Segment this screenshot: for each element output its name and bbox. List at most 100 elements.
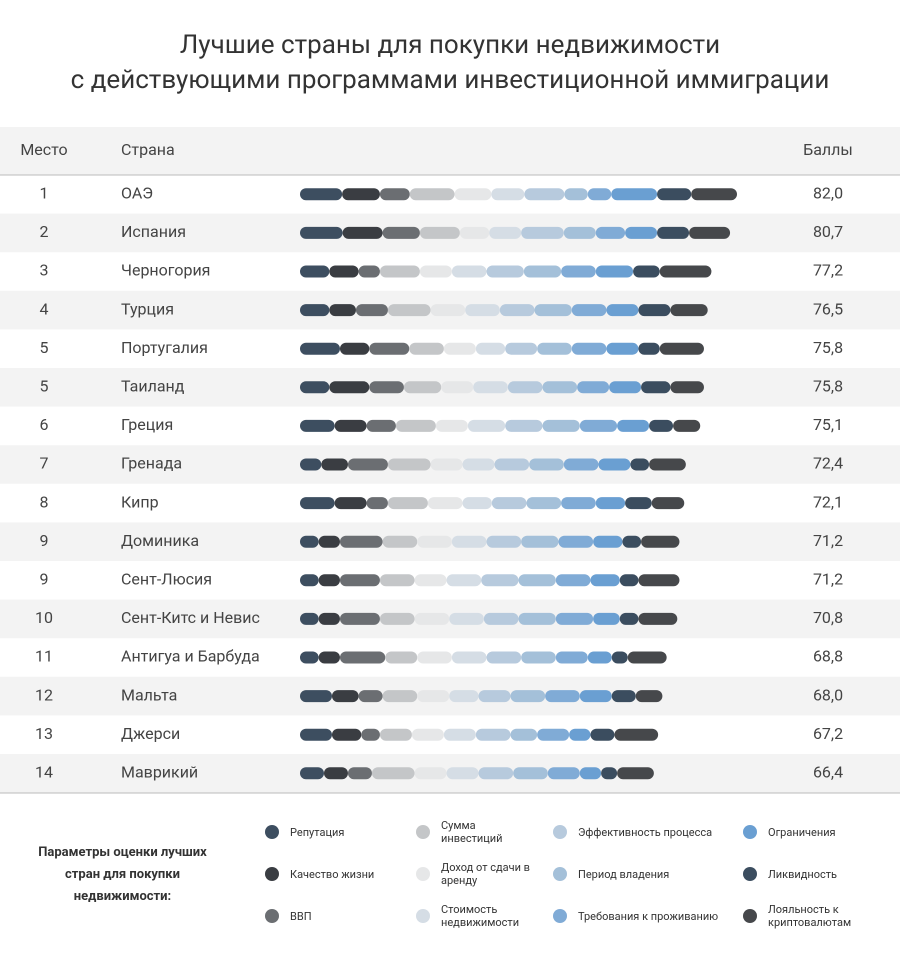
bar-segment (555, 651, 588, 664)
bar-segment (526, 497, 562, 510)
bar-segment (321, 458, 348, 471)
bar-segment (691, 188, 737, 201)
bar-segment (635, 690, 663, 703)
legend-swatch (416, 867, 430, 881)
bar-segment (529, 458, 564, 471)
bar-segment (339, 342, 370, 355)
bar-segment (387, 497, 428, 510)
bar-segment (473, 381, 508, 394)
bar-segment (638, 342, 660, 355)
bar-segment (513, 767, 548, 780)
bar-segment (507, 381, 543, 394)
bar-segment (318, 535, 340, 548)
bar-segment (489, 226, 522, 239)
title: Лучшие страны для покупки недвижимости (180, 30, 720, 60)
bar-segment (459, 226, 490, 239)
score: 82,0 (813, 184, 843, 203)
bar-segment (590, 728, 615, 741)
bar-segment (689, 226, 731, 239)
bar-segment (505, 419, 543, 432)
bar-segment (657, 188, 692, 201)
bar-segment (651, 497, 685, 510)
bar-segment (670, 381, 704, 394)
rank: 6 (40, 415, 49, 434)
bar-segment (491, 188, 525, 201)
country: ОАЭ (121, 184, 153, 203)
bar-segment (379, 574, 415, 587)
legend-swatch (265, 909, 279, 923)
country: Сент-Люсия (121, 570, 212, 589)
bar-segment (587, 651, 612, 664)
bar-segment (300, 342, 340, 355)
bar-segment (334, 497, 367, 510)
bar-segment (451, 265, 487, 278)
bar-segment (510, 728, 538, 741)
bar-segment (414, 767, 447, 780)
bar-segment (417, 651, 452, 664)
bar-segment (542, 419, 580, 432)
bar-segment (614, 728, 659, 741)
bar-segment (478, 767, 514, 780)
bar-segment (462, 497, 492, 510)
legend-swatch (553, 909, 567, 923)
bar-segment (521, 535, 559, 548)
bar-segment (329, 304, 356, 317)
bar-segment (483, 612, 519, 625)
bar-segment (579, 419, 618, 432)
legend-label: Репутация (290, 825, 345, 839)
score: 68,8 (813, 647, 843, 666)
country: Таиланд (121, 377, 185, 396)
bar-segment (673, 419, 701, 432)
bar-segment (571, 304, 607, 317)
country: Испания (121, 222, 186, 241)
header: Страна (121, 140, 175, 159)
bar-segment (300, 304, 330, 317)
bar-segment (419, 265, 452, 278)
bar-segment (451, 651, 487, 664)
score: 75,8 (813, 338, 843, 357)
rank: 14 (35, 763, 53, 782)
bar-segment (358, 690, 383, 703)
bar-segment (347, 767, 372, 780)
bar-segment (633, 265, 660, 278)
bar-segment (537, 728, 570, 741)
bar-segment (339, 535, 383, 548)
country: Гренада (121, 454, 182, 473)
score: 71,2 (813, 570, 843, 589)
score: 80,7 (813, 222, 843, 241)
bar-segment (366, 419, 396, 432)
bar-segment (545, 690, 580, 703)
bar-segment (465, 304, 500, 317)
bar-segment (510, 690, 546, 703)
score: 77,2 (813, 261, 843, 280)
bar-segment (300, 381, 330, 394)
bar-segment (638, 612, 678, 625)
bar-segment (555, 612, 594, 625)
bar-segment (518, 612, 556, 625)
header-bg (0, 127, 900, 175)
bar-segment (369, 381, 404, 394)
bar-segment (524, 188, 565, 201)
bar-segment (427, 497, 463, 510)
bar-segment (300, 535, 319, 548)
legend-label: Сумма инвестиций (441, 819, 503, 845)
score: 72,1 (813, 492, 843, 511)
bar-segment (649, 458, 686, 471)
country: Греция (121, 415, 173, 434)
bar-segment (300, 574, 319, 587)
legend-swatch (743, 867, 757, 881)
country: Черногория (121, 261, 210, 280)
bar-segment (542, 381, 578, 394)
bar-segment (598, 458, 631, 471)
bar-segment (579, 690, 612, 703)
bar-segment (387, 304, 431, 317)
bar-segment (446, 574, 482, 587)
bar-segment (622, 535, 642, 548)
bar-segment (475, 728, 511, 741)
bar-segment (409, 188, 455, 201)
country: Маврикий (121, 763, 198, 782)
score: 76,5 (813, 299, 843, 318)
country: Мальта (121, 685, 177, 704)
legend-title: Параметры оценки лучших стран для покупк… (38, 845, 207, 904)
bar-segment (300, 226, 343, 239)
